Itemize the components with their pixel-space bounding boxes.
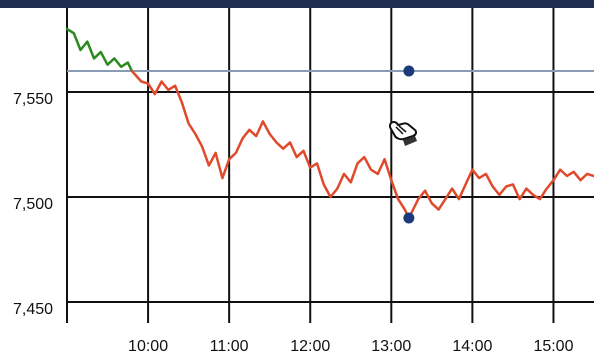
y-tick-label: 7,550 [13, 91, 53, 108]
y-tick-label: 7,500 [13, 196, 53, 213]
marker-low[interactable] [403, 213, 414, 224]
x-tick-label: 13:00 [371, 338, 411, 353]
x-tick-label: 15:00 [533, 338, 573, 353]
x-tick-label: 12:00 [290, 338, 330, 353]
x-tick-label: 11:00 [210, 338, 249, 353]
x-tick-label: 10:00 [128, 338, 168, 353]
y-tick-label: 7,450 [13, 301, 53, 318]
x-tick-label: 14:00 [452, 338, 492, 353]
marker-high[interactable] [403, 66, 414, 77]
